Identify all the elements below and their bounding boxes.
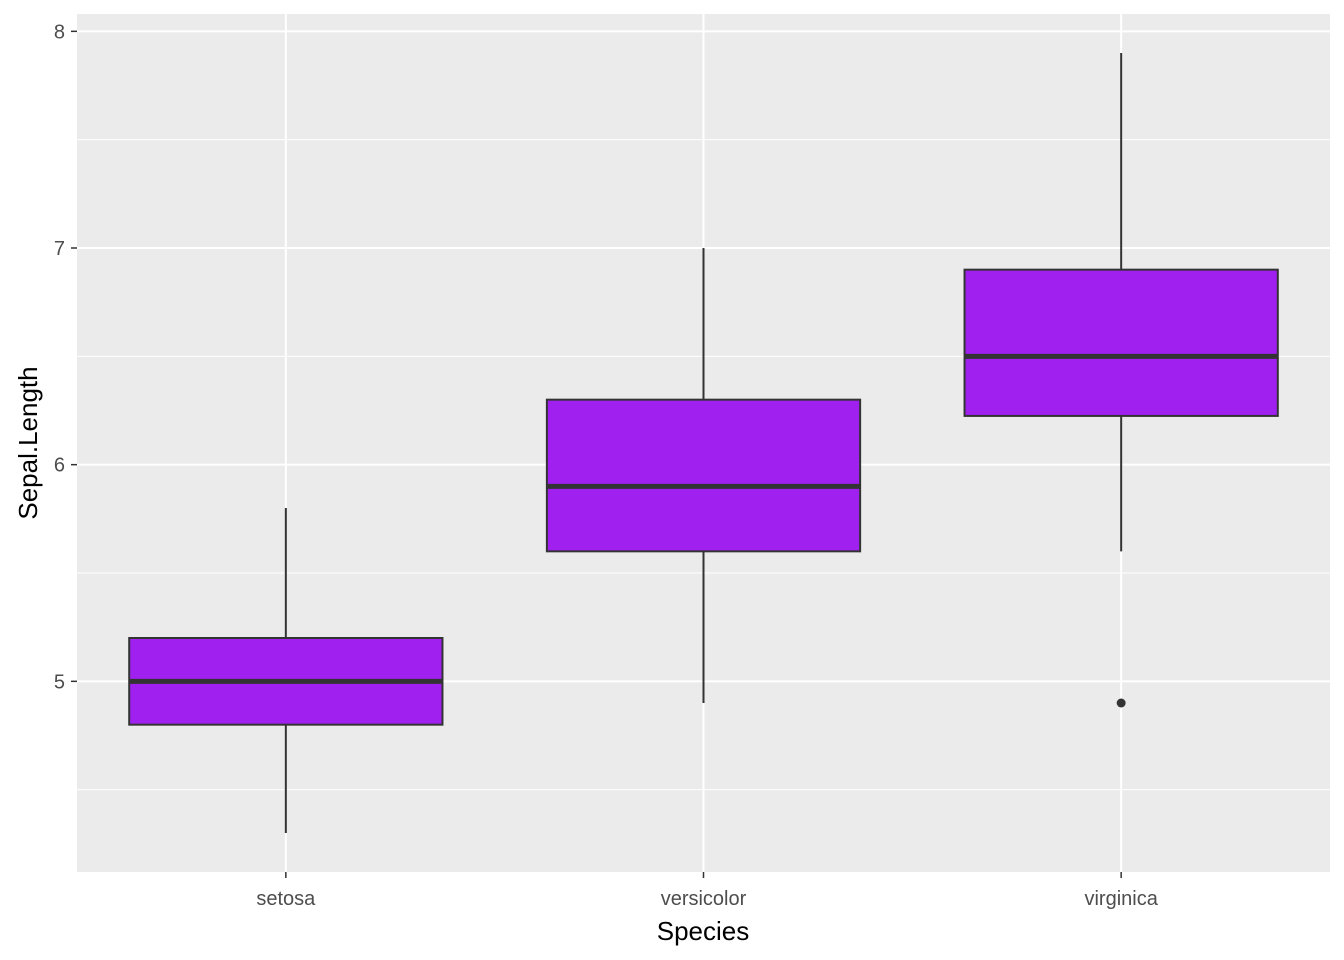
x-tick-label: virginica (1084, 888, 1158, 910)
y-tick-label: 6 (54, 455, 65, 477)
y-axis-title: Sepal.Length (13, 366, 43, 519)
y-tick-label: 7 (54, 238, 65, 260)
box-virginica (963, 53, 1279, 708)
x-tick-label: setosa (256, 888, 316, 910)
x-tick-label: versicolor (661, 888, 747, 910)
box-iqr (963, 268, 1279, 417)
x-axis: setosa versicolor virginica (256, 872, 1159, 910)
box-iqr (545, 398, 862, 553)
y-tick-label: 8 (54, 21, 65, 43)
y-tick-label: 5 (54, 671, 65, 693)
box-setosa (128, 508, 444, 833)
box-versicolor (545, 248, 862, 703)
x-axis-title: Species (657, 916, 750, 946)
y-axis: 5 6 7 8 (54, 21, 77, 693)
boxes-layer (128, 53, 1279, 833)
outlier-point (1116, 698, 1126, 708)
